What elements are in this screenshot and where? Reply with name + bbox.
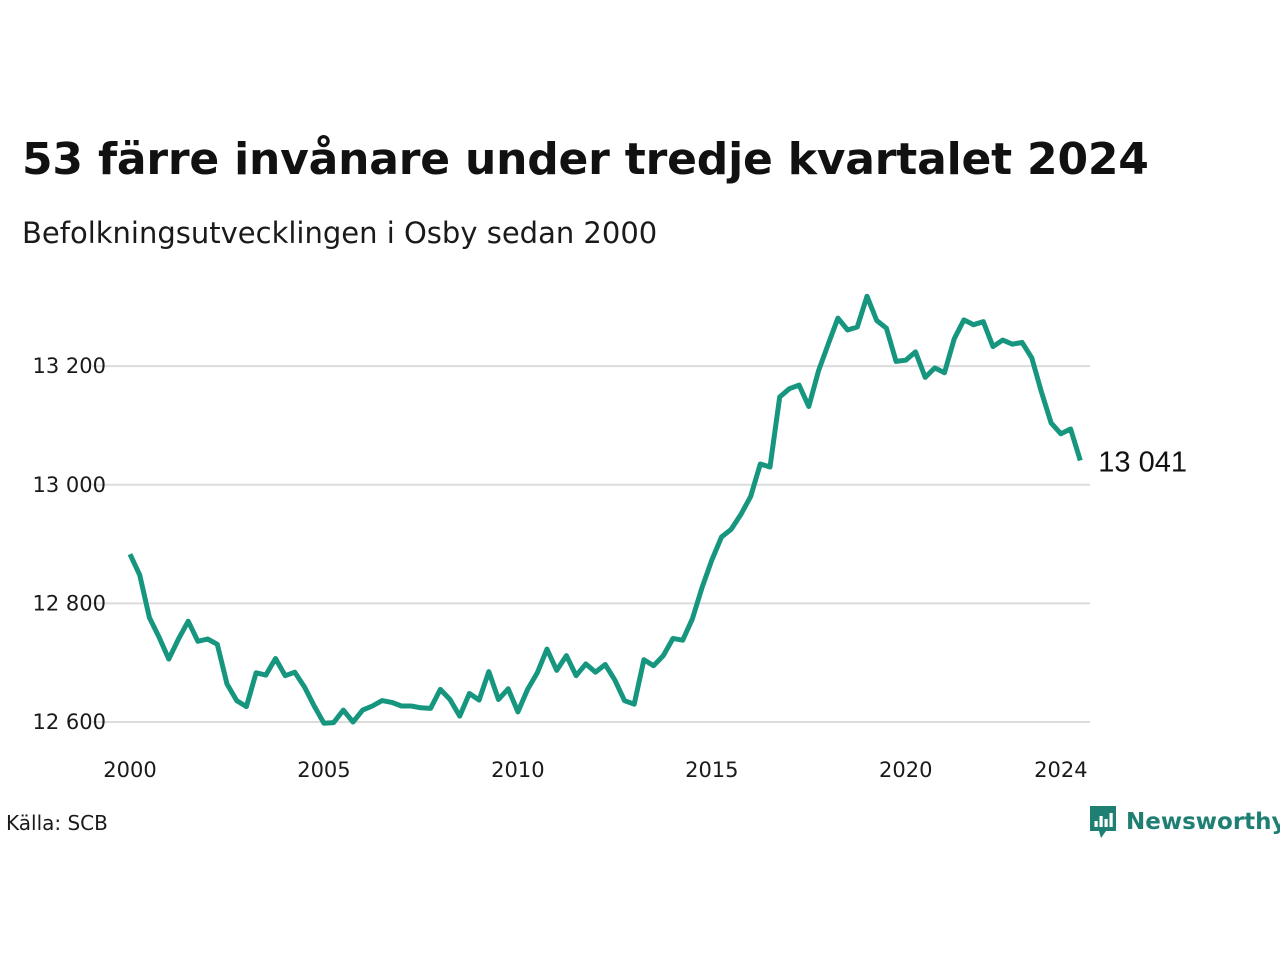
x-tick-label: 2000 [103, 758, 156, 782]
chart-subtitle: Befolkningsutvecklingen i Osby sedan 200… [22, 216, 658, 250]
end-label-layer: 13 041 [1098, 446, 1187, 478]
y-axis-ticks: 12 600 12 800 13 000 13 200 [33, 354, 106, 734]
series-layer [127, 293, 1083, 726]
brand-name: Newsworthy [1126, 809, 1280, 835]
x-tick-label: 2010 [491, 758, 544, 782]
x-tick-label: 2020 [879, 758, 932, 782]
y-tick-label: 12 800 [33, 591, 106, 615]
y-tick-label: 13 000 [33, 473, 106, 497]
newsworthy-logo-icon [1090, 806, 1116, 838]
gridlines [92, 365, 1090, 723]
x-tick-label: 2005 [297, 758, 350, 782]
source-note: Källa: SCB [6, 811, 108, 835]
series-line [127, 293, 1083, 726]
chart-title: 53 färre invånare under tredje kvartalet… [22, 134, 1149, 185]
y-tick-label: 12 600 [33, 710, 106, 734]
brand-logo: Newsworthy [1088, 804, 1280, 840]
x-tick-label: 2024 [1034, 758, 1087, 782]
y-tick-label: 13 200 [33, 354, 106, 378]
x-axis-ticks: 2000 2005 2010 2015 2020 2024 [103, 758, 1087, 782]
end-value-label: 13 041 [1098, 446, 1187, 478]
x-tick-label: 2015 [685, 758, 738, 782]
